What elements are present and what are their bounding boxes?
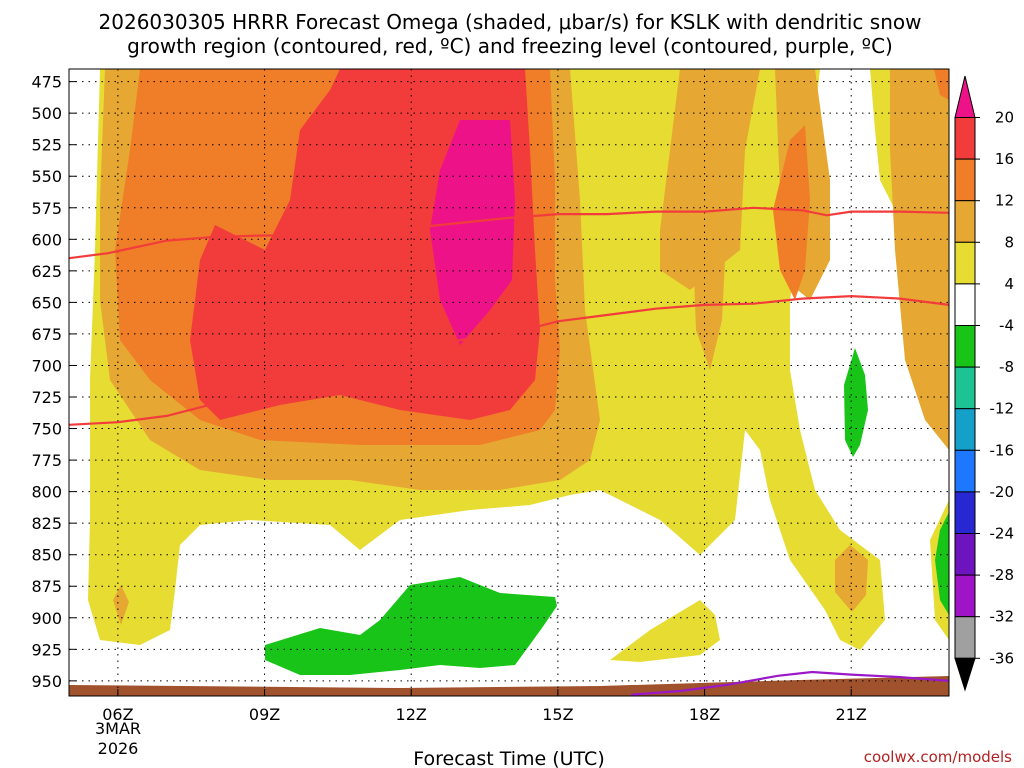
colorbar-label: -28 [990, 566, 1015, 584]
y-tick-label: 875 [31, 577, 62, 596]
colorbar-segment [954, 325, 976, 368]
colorbar-label: 20 [995, 109, 1014, 127]
colorbar-segment [954, 491, 976, 534]
x-tick-label: 09Z [249, 705, 280, 724]
colorbar-segment [954, 200, 976, 243]
y-tick-label: 775 [31, 451, 62, 470]
colorbar-segment [954, 574, 976, 618]
x-tick-label: 12Z [396, 705, 427, 724]
y-tick-label: 500 [31, 104, 62, 123]
colorbar-top-arrow [954, 75, 976, 118]
colorbar-label: -4 [999, 317, 1014, 335]
colorbar-label: -36 [990, 649, 1015, 667]
y-tick-label: 950 [31, 672, 62, 691]
colorbar-segment [954, 533, 976, 576]
colorbar-label: 12 [995, 192, 1014, 210]
y-tick-label: 850 [31, 546, 62, 565]
omega-fill-8-gold-g [113, 585, 129, 625]
x-tick-label: 15Z [542, 705, 573, 724]
omega-fill-neg4-green-mid [844, 348, 868, 457]
plot-area [69, 69, 949, 696]
y-tick-label: 700 [31, 356, 62, 375]
y-tick-label: 925 [31, 640, 62, 659]
freezing-level-contour [631, 670, 949, 696]
x-tick-label: 18Z [689, 705, 720, 724]
omega-fill-8-gold-b [600, 69, 760, 290]
chart-title: 2026030305 HRRR Forecast Omega (shaded, … [99, 10, 922, 34]
y-tick-label: 525 [31, 136, 62, 155]
omega-fill-8-gold-e [693, 220, 725, 370]
y-tick-label: 825 [31, 514, 62, 533]
credit-link[interactable]: coolwx.com/models [864, 748, 1012, 766]
colorbar-label: -32 [990, 608, 1015, 626]
y-axis: 475 500 525 550 575 600 625 650 675 700 725 750 775 8… [31, 73, 76, 691]
colorbar-bottom-arrow [954, 657, 976, 692]
omega-fill-20-magenta [430, 120, 515, 345]
dgz-upper-contour [69, 206, 949, 260]
y-tick-label: 675 [31, 325, 62, 344]
omega-fill-neg4-green-right [935, 512, 949, 615]
omega-fill-12-orange-b [773, 125, 810, 300]
omega-fill-neg4-green-low [265, 577, 557, 675]
colorbar-segment [954, 158, 976, 202]
y-tick-label: 475 [31, 73, 62, 92]
colorbar-segment [954, 283, 976, 326]
colorbar-segment [954, 408, 976, 451]
y-tick-label: 750 [31, 420, 62, 439]
y-tick-label: 575 [31, 199, 62, 218]
colorbar-label: 4 [1004, 275, 1014, 293]
y-tick-label: 800 [31, 483, 62, 502]
colorbar-label: -8 [999, 358, 1014, 376]
colorbar-segment [954, 616, 976, 659]
colorbar-label: 8 [1004, 233, 1014, 251]
y-tick-label: 550 [31, 167, 62, 186]
contour-lines [69, 206, 949, 696]
x-date-line1: 3MAR [95, 719, 141, 738]
y-tick-label: 600 [31, 230, 62, 249]
y-tick-label: 725 [31, 388, 62, 407]
dgz-lower-contour [69, 294, 949, 426]
colorbar-segment [954, 241, 976, 285]
omega-fill-12-orange-c [934, 69, 949, 100]
x-axis: 06Z 09Z 12Z 15Z 18Z 21Z [102, 689, 867, 724]
colorbar-label: -20 [990, 483, 1015, 501]
plot-frame [68, 68, 950, 697]
colorbar-label: -12 [990, 400, 1015, 418]
omega-fill-8-gold-f [835, 545, 868, 612]
x-tick-label: 21Z [836, 705, 867, 724]
y-tick-label: 650 [31, 293, 62, 312]
y-tick-label: 625 [31, 262, 62, 281]
x-tick-label: 06Z [102, 705, 133, 724]
colorbar-segment [954, 449, 976, 493]
grid-lines [69, 69, 949, 696]
x-axis-title: Forecast Time (UTC) [413, 748, 604, 768]
omega-fill-8-gold-d [890, 69, 949, 450]
y-tick-label: 900 [31, 609, 62, 628]
x-date-line2: 2026 [98, 739, 139, 758]
colorbar-segment [954, 366, 976, 410]
terrain-fill [69, 676, 949, 696]
colorbar-segment [954, 117, 976, 160]
colorbar: 20 16 12 8 4 -4 -8 -12 -16 -20 -24 -28 -32 -36 [954, 75, 1015, 692]
colorbar-label: 16 [995, 150, 1014, 168]
colorbar-label: -16 [990, 441, 1015, 459]
chart-title-line2: growth region (contoured, red, ºC) and f… [127, 34, 893, 58]
omega-fill-4-yellow-lower [610, 600, 720, 662]
colorbar-label: -24 [990, 525, 1015, 543]
